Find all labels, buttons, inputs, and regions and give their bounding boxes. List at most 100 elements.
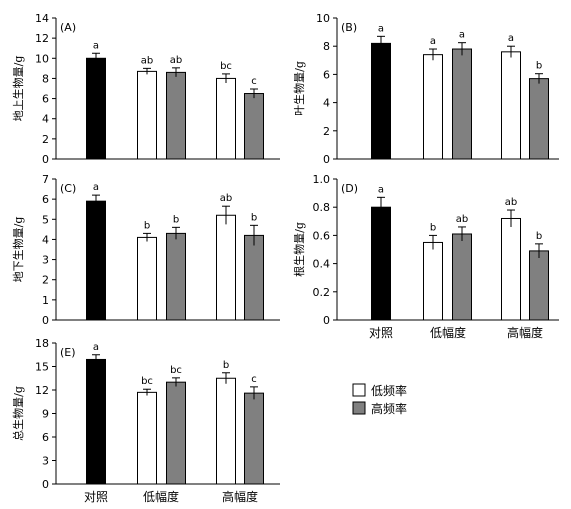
panel-a-bar (244, 93, 264, 160)
panel-a-bar (137, 70, 157, 160)
panel-c-significance-letter: ab (220, 193, 232, 204)
panel-d-category-label: 高幅度 (507, 325, 543, 340)
panel-c-significance-letter: b (173, 214, 179, 225)
panel-d-significance-letter: ab (456, 214, 468, 225)
legend-swatch (352, 383, 366, 397)
panel-d-significance-letter: b (430, 222, 436, 233)
panel-c-y-axis-title: 地下生物量/g (11, 217, 25, 283)
panel-e-y-tick-label: 9 (42, 408, 49, 421)
panel-c-y-tick-label: 6 (42, 193, 49, 206)
legend-swatch (352, 401, 366, 415)
panel-b-y-axis-title: 叶生物量/g (292, 61, 306, 116)
panel-a-y-axis-title: 地上生物量/g (11, 56, 25, 122)
panel-d-label: (D) (341, 182, 358, 195)
panel-e-bar (166, 381, 186, 485)
panel-c-significance-letter: a (93, 182, 99, 193)
panel-a-bar (86, 57, 106, 160)
panel-e-category-label: 对照 (84, 490, 108, 504)
panel-b-label: (B) (341, 21, 357, 34)
panel-b-y-tick-label: 0 (323, 153, 330, 166)
panel-b-significance-letter: b (536, 61, 542, 72)
panel-d-bar (423, 241, 443, 321)
panel-d-significance-letter: a (378, 184, 384, 195)
panel-e-bar (216, 377, 236, 485)
panel-e-y-tick-label: 0 (42, 478, 49, 491)
panel-b-bar (371, 42, 391, 160)
panel-a-bar (216, 77, 236, 160)
panel-c-y-tick-label: 5 (42, 213, 49, 226)
legend-label: 高频率 (371, 401, 407, 416)
panel-b-significance-letter: a (508, 33, 514, 44)
panel-c-y-tick-label: 1 (42, 294, 49, 307)
panel-d-bar (501, 217, 521, 321)
panel-e-y-tick-label: 12 (35, 384, 49, 397)
panel-b-y-tick-label: 2 (323, 125, 330, 138)
panel-a-significance-letter: ab (141, 55, 153, 66)
panel-e-significance-letter: bc (170, 365, 182, 376)
panel-e-y-tick-label: 3 (42, 455, 49, 468)
panel-a-y-tick-label: 6 (42, 93, 49, 106)
panel-b-bar (501, 51, 521, 160)
panel-e-y-tick-label: 6 (42, 431, 49, 444)
panel-e-bar (244, 392, 264, 485)
panel-c-bar (244, 234, 264, 321)
panel-a-y-tick-label: 2 (42, 133, 49, 146)
panel-d-bar (452, 233, 472, 321)
panel-e-significance-letter: b (223, 360, 229, 371)
panel-e-label: (E) (60, 346, 76, 359)
panel-a-significance-letter: c (251, 76, 257, 87)
panel-e-significance-letter: a (93, 342, 99, 353)
panel-b-y-tick-label: 8 (323, 40, 330, 53)
panel-a-significance-letter: bc (220, 61, 232, 72)
panel-a-label: (A) (60, 21, 76, 34)
panel-a-bar (166, 71, 186, 160)
panel-a-significance-letter: a (93, 40, 99, 51)
panel-d-y-tick-label: 0.4 (313, 258, 331, 271)
panel-d-y-tick-label: 0.2 (313, 286, 331, 299)
panel-d-bar (529, 250, 549, 321)
panel-a-y-tick-label: 10 (35, 52, 49, 65)
panel-b-bar (452, 48, 472, 160)
panel-b-y-tick-label: 4 (323, 97, 330, 110)
panel-e-y-tick-label: 18 (35, 337, 49, 350)
panel-d-category-label: 低幅度 (430, 325, 466, 340)
panel-d-y-tick-label: 1.0 (313, 173, 331, 186)
panel-c-significance-letter: b (144, 220, 150, 231)
panel-d-significance-letter: ab (505, 197, 517, 208)
panel-a-y-tick-label: 4 (42, 113, 49, 126)
panel-c-y-tick-label: 7 (42, 173, 49, 186)
panel-b-bar (529, 78, 549, 160)
panel-e-significance-letter: bc (141, 376, 153, 387)
panel-c-bar (86, 200, 106, 321)
panel-c-bar (216, 214, 236, 321)
panel-a-y-tick-label: 14 (35, 12, 49, 25)
panel-c-y-tick-label: 2 (42, 274, 49, 287)
panel-e-significance-letter: c (251, 374, 257, 385)
panel-c-y-tick-label: 3 (42, 254, 49, 267)
panel-e-bar (86, 358, 106, 485)
panel-d-y-axis-title: 根生物量/g (292, 222, 306, 277)
panel-c-y-tick-label: 0 (42, 314, 49, 327)
panel-a-y-tick-label: 12 (35, 32, 49, 45)
panel-d-y-tick-label: 0 (323, 314, 330, 327)
panel-c-label: (C) (60, 182, 76, 195)
panel-d-category-label: 对照 (369, 326, 393, 340)
panel-e-y-axis-title: 总生物量/g (11, 386, 25, 441)
panel-d-bar (371, 206, 391, 321)
panel-b-bar (423, 54, 443, 160)
panel-b-significance-letter: a (430, 36, 436, 47)
panel-d-y-tick-label: 0.8 (313, 201, 331, 214)
panel-b-y-tick-label: 10 (316, 12, 330, 25)
panel-c-bar (166, 232, 186, 321)
panel-a-y-tick-label: 0 (42, 153, 49, 166)
panel-d-significance-letter: b (536, 231, 542, 242)
panel-b-significance-letter: a (459, 30, 465, 41)
panel-e-category-label: 高幅度 (222, 489, 258, 504)
panel-c-bar (137, 236, 157, 321)
panel-e-y-tick-label: 15 (35, 361, 49, 374)
panel-c-y-tick-label: 4 (42, 233, 49, 246)
panel-e-bar (137, 391, 157, 485)
panel-d-y-tick-label: 0.6 (313, 229, 331, 242)
